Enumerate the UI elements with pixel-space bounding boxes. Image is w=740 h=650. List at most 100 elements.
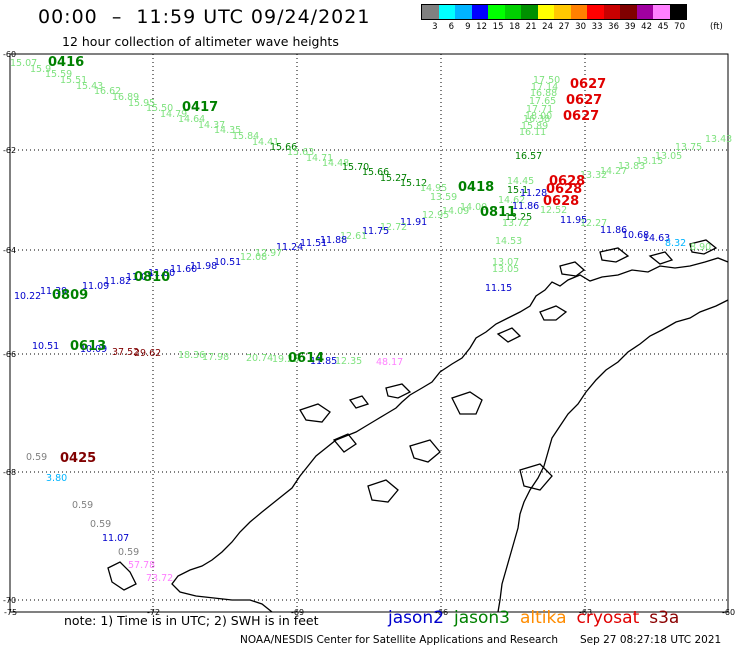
wave-height-value: 11.95 (560, 215, 587, 226)
peninsula-coast (171, 257, 729, 613)
pass-time-label: 0810 (134, 270, 170, 285)
wave-height-value: 14.53 (495, 236, 522, 247)
color-swatch (554, 5, 571, 19)
color-swatch (603, 5, 620, 19)
wave-height-value: 15.89 (521, 121, 548, 132)
color-swatch (636, 5, 653, 19)
wave-height-value: 14.45 (507, 176, 534, 187)
wave-height-value: 11.15 (485, 283, 512, 294)
color-scale-label: 33 (591, 22, 603, 32)
wave-height-value: 14.62 (498, 195, 525, 206)
wave-height-value: 13.83 (618, 161, 645, 172)
wave-height-value: 15.66 (270, 142, 297, 153)
latitude-label: -64 (3, 246, 16, 255)
color-scale-label: 24 (542, 22, 553, 32)
color-scale-label: 3 (432, 22, 438, 32)
color-swatch (504, 5, 521, 19)
wave-height-value: 13.07 (492, 257, 519, 268)
latitude-label: -60 (3, 50, 16, 59)
pass-time-label: 0628 (549, 174, 585, 189)
color-swatch (587, 5, 604, 19)
color-scale-label: 18 (509, 22, 520, 32)
longitude-labels: -75 -72 -69 -66 -63 -60 (4, 608, 735, 617)
island-8 (348, 395, 370, 409)
wave-height-value: 10.68 (622, 230, 649, 241)
color-swatch (471, 5, 488, 19)
wave-height-value: 15.84 (232, 131, 259, 142)
color-scale-unit: (ft) (710, 22, 723, 32)
island-6 (496, 327, 522, 343)
map-frame (9, 53, 729, 613)
wave-height-value: 15.59 (45, 69, 72, 80)
color-swatch (521, 5, 538, 19)
legend-item-s3a: s3a (649, 608, 680, 628)
wave-height-value: 15.43 (76, 81, 103, 92)
wave-height-value: 11.91 (400, 217, 427, 228)
color-swatch (537, 5, 554, 19)
wave-height-value: 12.61 (340, 231, 367, 242)
wave-height-value: 15.66 (362, 167, 389, 178)
wave-height-value: 10.51 (32, 341, 59, 352)
wave-height-value: 17.65 (529, 96, 556, 107)
latitude-label: -68 (3, 468, 16, 477)
wave-height-values: 15.0715.915.5915.5115.4316.6216.8915.951… (10, 58, 732, 584)
wave-height-value: 8.90 (690, 242, 711, 253)
wave-height-value: 13.32 (580, 170, 607, 181)
wave-height-value: 14.00 (460, 202, 487, 213)
wave-height-value: 37.52 (112, 347, 139, 358)
wave-height-value: 3.80 (46, 473, 67, 484)
wave-height-value: 12.08 (240, 252, 267, 263)
wave-height-value: 12.72 (380, 222, 407, 233)
wave-height-value: 10.22 (14, 291, 41, 302)
color-swatch (455, 5, 472, 19)
wave-height-value: 10.09 (80, 344, 107, 355)
color-swatch (653, 5, 670, 19)
wave-height-value: 14.35 (214, 125, 241, 136)
wave-height-value: 14.48 (322, 158, 349, 169)
wave-height-value: 12.95 (422, 210, 449, 221)
color-scale-label: 42 (641, 22, 652, 32)
wave-height-value: 13.05 (492, 264, 519, 275)
color-scale-swatches (421, 4, 687, 20)
wave-height-value: 11.07 (102, 533, 129, 544)
wave-height-value: 19.25 (272, 354, 299, 365)
wave-height-value: 11.98 (190, 261, 217, 272)
wave-height-value: 16.88 (530, 88, 557, 99)
wave-height-value: 13.05 (655, 151, 682, 162)
wave-height-value: 15.63 (287, 147, 314, 158)
wave-height-value: 0.59 (90, 519, 111, 530)
wave-height-value: 20.74 (246, 353, 273, 364)
wave-height-value: 17.14 (531, 82, 558, 93)
wave-height-value: 14.41 (252, 137, 279, 148)
graticule (9, 53, 729, 612)
color-swatch (620, 5, 637, 19)
color-scale-label: 45 (657, 22, 669, 32)
wave-height-value: 0.59 (26, 452, 47, 463)
wave-height-value: 0.59 (72, 500, 93, 511)
island-1 (559, 261, 586, 277)
wave-height-value: 15.70 (342, 162, 369, 173)
wave-height-value: 15.12 (400, 178, 427, 189)
longitude-label: -60 (722, 608, 735, 617)
wave-height-value: 0.59 (118, 547, 139, 558)
legend-item-cryosat: cryosat (576, 608, 640, 628)
color-swatch (488, 5, 505, 19)
wave-height-value: 13.43 (705, 134, 732, 145)
pass-time-label: 0613 (70, 339, 106, 354)
wave-height-value: 16.62 (94, 86, 121, 97)
latitude-labels: -60 -62 -64 -66 -68 -70 (3, 50, 16, 605)
wave-height-value: 11.24 (276, 242, 303, 253)
generated-timestamp: Sep 27 08:27:18 UTC 2021 (580, 634, 722, 646)
color-scale-label: 6 (448, 22, 454, 32)
wave-height-value: 14.09 (442, 206, 469, 217)
wave-height-value: 11.82 (104, 276, 131, 287)
color-swatch (669, 5, 686, 19)
wave-height-value: 11.60 (170, 264, 197, 275)
pass-time-label: 0627 (566, 93, 602, 108)
wave-height-value: 15.51 (60, 75, 87, 86)
pass-time-label: 0418 (458, 180, 494, 195)
pass-time-label: 0627 (570, 77, 606, 92)
wave-height-value: 13.25 (505, 212, 532, 223)
wave-height-value: 48.17 (376, 357, 403, 368)
pass-time-label: 0416 (48, 55, 84, 70)
